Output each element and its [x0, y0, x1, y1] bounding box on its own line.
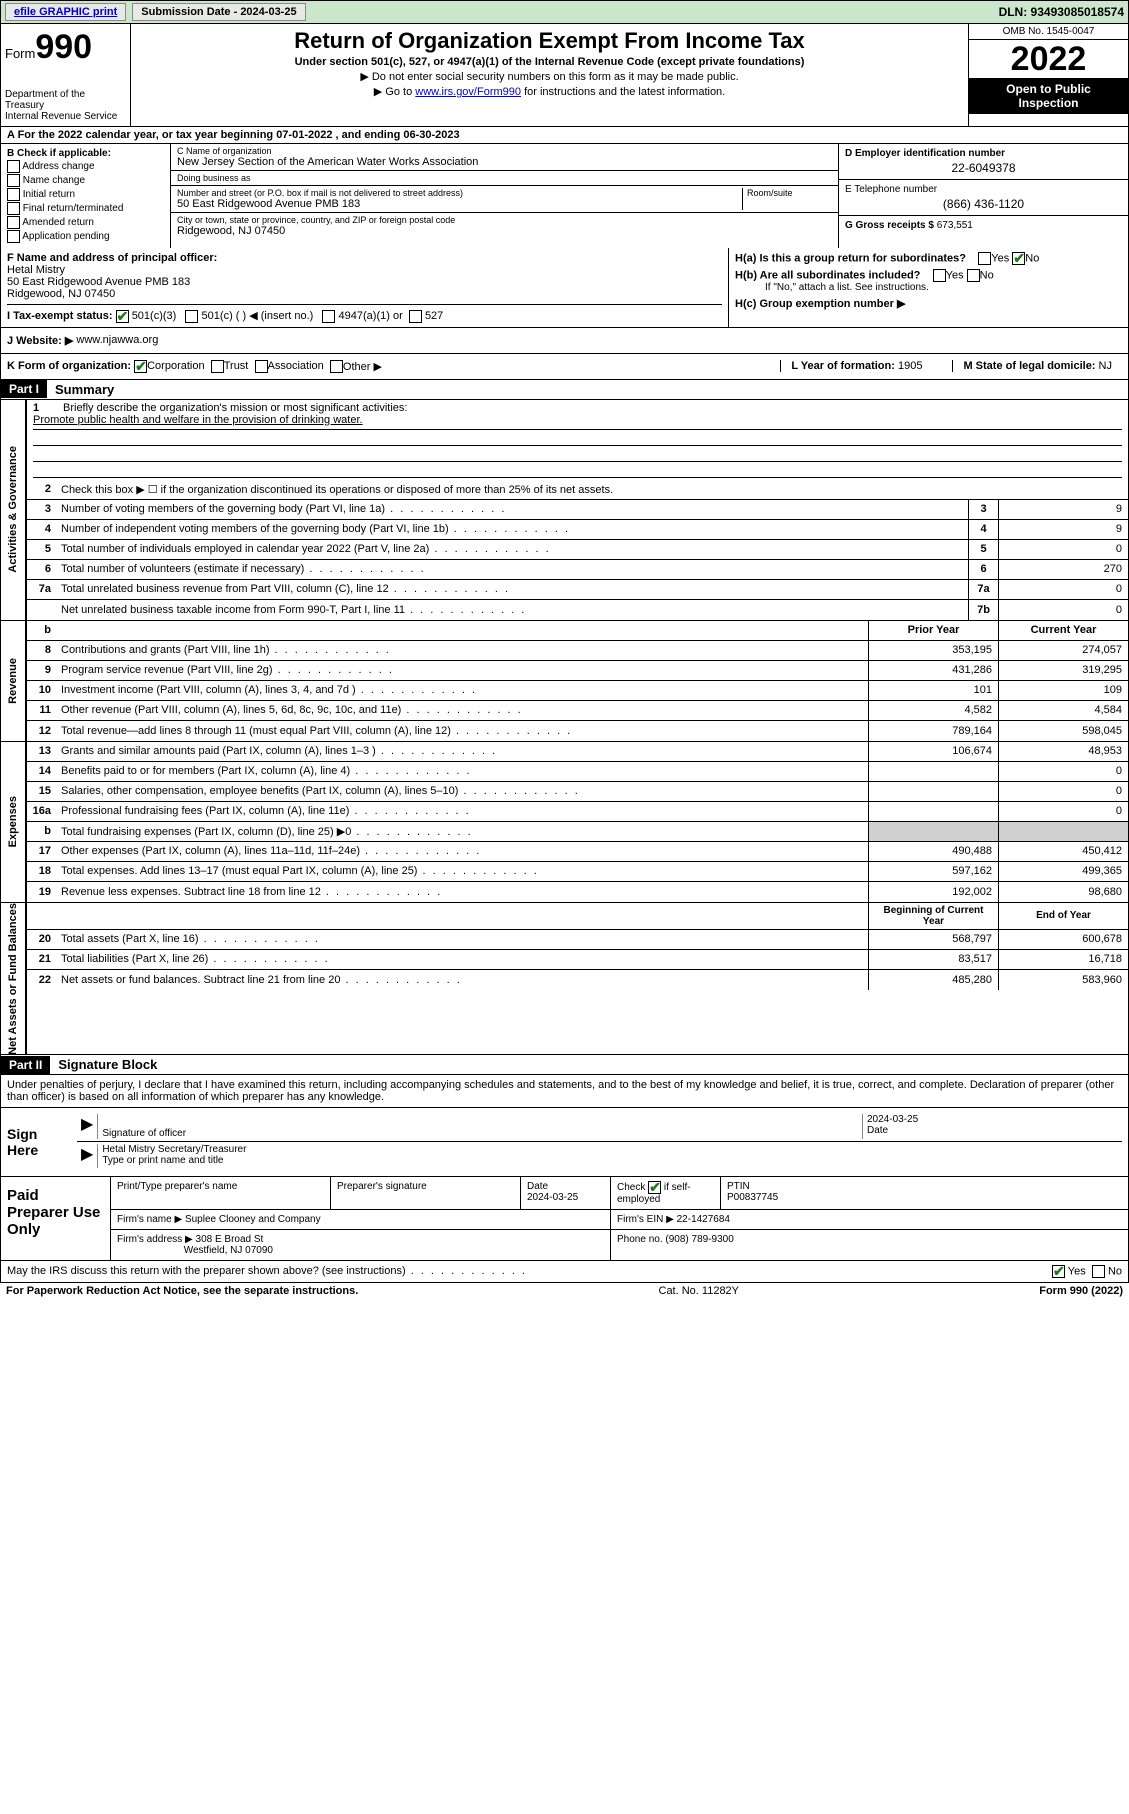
submission-date-button[interactable]: Submission Date - 2024-03-25	[132, 3, 305, 21]
firm-phone: (908) 789-9300	[665, 1234, 733, 1245]
table-row: Net unrelated business taxable income fr…	[27, 600, 1128, 620]
note-ssn: ▶ Do not enter social security numbers o…	[139, 70, 960, 83]
topbar: efile GRAPHIC print Submission Date - 20…	[0, 0, 1129, 24]
table-row: 18Total expenses. Add lines 13–17 (must …	[27, 862, 1128, 882]
paid-preparer-block: Paid Preparer Use Only Print/Type prepar…	[0, 1177, 1129, 1261]
irs-discuss-row: May the IRS discuss this return with the…	[0, 1261, 1129, 1283]
section-expenses: Expenses 13Grants and similar amounts pa…	[0, 742, 1129, 903]
chk-501c3[interactable]	[116, 310, 129, 323]
cat-no: Cat. No. 11282Y	[659, 1285, 740, 1297]
org-name: New Jersey Section of the American Water…	[177, 156, 832, 168]
firm-addr: 308 E Broad St	[196, 1234, 264, 1245]
table-row: 11Other revenue (Part VIII, column (A), …	[27, 701, 1128, 721]
firm-name: Suplee Clooney and Company	[185, 1214, 321, 1225]
table-row: 3Number of voting members of the governi…	[27, 500, 1128, 520]
ein: 22-6049378	[845, 161, 1122, 175]
table-row: 5Total number of individuals employed in…	[27, 540, 1128, 560]
table-row: 13Grants and similar amounts paid (Part …	[27, 742, 1128, 762]
table-row: 16aProfessional fundraising fees (Part I…	[27, 802, 1128, 822]
domicile: NJ	[1099, 360, 1112, 372]
box-b: B Check if applicable: Address change Na…	[1, 144, 171, 248]
row-fhi: F Name and address of principal officer:…	[0, 248, 1129, 328]
part2-header: Part II Signature Block	[0, 1055, 1129, 1075]
dln-label: DLN: 93493085018574	[999, 5, 1124, 19]
form-subtitle: Under section 501(c), 527, or 4947(a)(1)…	[139, 56, 960, 68]
row-k: K Form of organization: Corporation Trus…	[0, 354, 1129, 380]
table-row: 19Revenue less expenses. Subtract line 1…	[27, 882, 1128, 902]
section-netassets: Net Assets or Fund Balances Beginning of…	[0, 903, 1129, 1056]
efile-print-link[interactable]: efile GRAPHIC print	[5, 3, 126, 21]
table-row: 6Total number of volunteers (estimate if…	[27, 560, 1128, 580]
officer-sig-name: Hetal Mistry Secretary/Treasurer	[102, 1144, 1122, 1155]
tax-year: 2022	[969, 40, 1128, 78]
table-row: 22Net assets or fund balances. Subtract …	[27, 970, 1128, 990]
table-row: 9Program service revenue (Part VIII, lin…	[27, 661, 1128, 681]
table-row: 7aTotal unrelated business revenue from …	[27, 580, 1128, 600]
year-formation: 1905	[898, 360, 922, 372]
form-header: Form990 Department of the Treasury Inter…	[0, 24, 1129, 127]
section-revenue: Revenue b Prior Year Current Year 8Contr…	[0, 621, 1129, 742]
irs-link[interactable]: www.irs.gov/Form990	[415, 86, 521, 98]
sign-block: Sign Here ▶ Signature of officer 2024-03…	[0, 1108, 1129, 1177]
table-row: 12Total revenue—add lines 8 through 11 (…	[27, 721, 1128, 741]
perjury-declaration: Under penalties of perjury, I declare th…	[0, 1075, 1129, 1108]
table-row: 20Total assets (Part X, line 16)568,7976…	[27, 930, 1128, 950]
table-row: 4Number of independent voting members of…	[27, 520, 1128, 540]
part1-header: Part I Summary	[0, 380, 1129, 400]
sign-date: 2024-03-25	[867, 1114, 1122, 1125]
gross-receipts: 673,551	[937, 220, 973, 231]
ptin: P00837745	[727, 1192, 778, 1203]
table-row: 17Other expenses (Part IX, column (A), l…	[27, 842, 1128, 862]
omb-label: OMB No. 1545-0047	[969, 24, 1128, 40]
open-public-badge: Open to PublicInspection	[969, 78, 1128, 114]
table-row: 10Investment income (Part VIII, column (…	[27, 681, 1128, 701]
row-a-tax-year: A For the 2022 calendar year, or tax yea…	[0, 127, 1129, 144]
street: 50 East Ridgewood Avenue PMB 183	[177, 198, 742, 210]
chk-corp[interactable]	[134, 360, 147, 373]
prep-date: 2024-03-25	[527, 1192, 578, 1203]
table-row: 8Contributions and grants (Part VIII, li…	[27, 641, 1128, 661]
section-governance: Activities & Governance 1Briefly describ…	[0, 400, 1129, 621]
row-j-website: J Website: ▶ www.njawwa.org	[0, 328, 1129, 354]
dept-label: Department of the Treasury Internal Reve…	[5, 89, 126, 122]
phone: (866) 436-1120	[845, 197, 1122, 211]
chk-self-employed[interactable]	[648, 1181, 661, 1194]
table-row: 15Salaries, other compensation, employee…	[27, 782, 1128, 802]
form-ref: Form 990 (2022)	[1039, 1285, 1123, 1297]
note-link: ▶ Go to www.irs.gov/Form990 for instruct…	[139, 85, 960, 98]
box-c: C Name of organizationNew Jersey Section…	[171, 144, 838, 248]
form-title: Return of Organization Exempt From Incom…	[139, 28, 960, 54]
table-row: 21Total liabilities (Part X, line 26)83,…	[27, 950, 1128, 970]
chk-ha-no[interactable]	[1012, 252, 1025, 265]
box-d: D Employer identification number22-60493…	[838, 144, 1128, 248]
table-row: bTotal fundraising expenses (Part IX, co…	[27, 822, 1128, 842]
form-number: Form990	[5, 28, 126, 67]
chk-discuss-yes[interactable]	[1052, 1265, 1065, 1278]
block-bcd: B Check if applicable: Address change Na…	[0, 144, 1129, 248]
website: www.njawwa.org	[76, 334, 158, 346]
table-row: 14Benefits paid to or for members (Part …	[27, 762, 1128, 782]
firm-ein: 22-1427684	[677, 1214, 730, 1225]
footer: For Paperwork Reduction Act Notice, see …	[0, 1283, 1129, 1299]
officer-name: Hetal Mistry	[7, 264, 722, 276]
city: Ridgewood, NJ 07450	[177, 225, 832, 237]
mission-text: Promote public health and welfare in the…	[33, 414, 1122, 430]
